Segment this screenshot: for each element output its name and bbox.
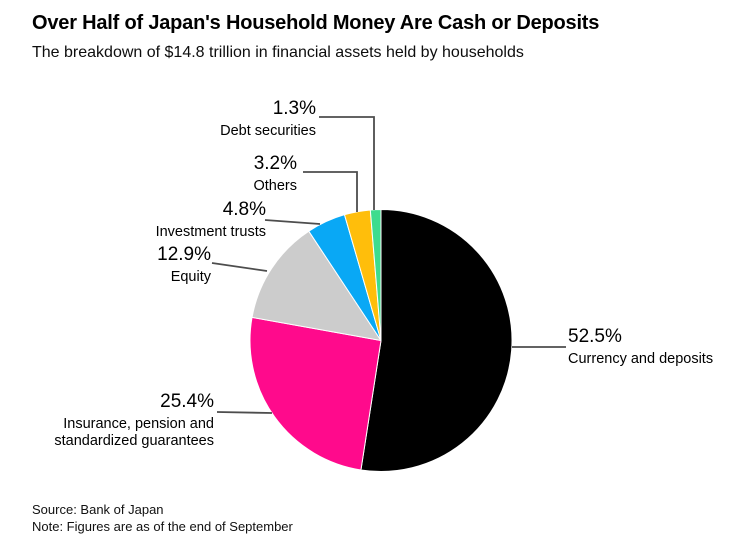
callout-label-insurance-pension-and-standardized-guarantees: 25.4% Insurance, pension and standardized…	[29, 391, 214, 450]
slice-label: Debt securities	[220, 123, 316, 139]
slice-label: Insurance, pension and standardized guar…	[54, 416, 214, 449]
slice-value: 52.5%	[568, 326, 622, 347]
source-note: Source: Bank of Japan	[32, 502, 164, 517]
chart-footer: Source: Bank of Japan Note: Figures are …	[32, 502, 293, 535]
chart-title: Over Half of Japan's Household Money Are…	[32, 12, 600, 34]
slice-label: Others	[253, 178, 297, 194]
pie-slice-currency-and-deposits	[360, 209, 513, 472]
pie-slice-equity	[251, 230, 382, 341]
slice-label: Currency and deposits	[568, 351, 714, 367]
leader-line-insurance-pension-and-standardized-guarantees	[216, 411, 273, 414]
leader-line-debt-securities	[319, 116, 375, 210]
pie-slice-debt-securities	[369, 209, 382, 341]
callout-label-investment-trusts: 4.8% Investment trusts	[156, 199, 266, 241]
slice-value: 12.9%	[157, 244, 211, 265]
chart-subtitle: The breakdown of $14.8 trillion in finan…	[32, 44, 524, 61]
slice-value: 4.8%	[222, 199, 266, 220]
leader-line-investment-trusts	[264, 219, 321, 225]
callout-label-currency-and-deposits: 52.5% Currency and deposits	[568, 326, 713, 368]
leader-line-equity	[211, 262, 268, 272]
slice-value: 3.2%	[253, 153, 297, 174]
slice-value: 1.3%	[272, 98, 316, 119]
callout-label-others: 3.2% Others	[253, 153, 297, 195]
slice-value: 25.4%	[160, 391, 214, 412]
figures-note: Note: Figures are as of the end of Septe…	[32, 518, 293, 534]
slice-label: Investment trusts	[155, 224, 266, 240]
callout-label-equity: 12.9% Equity	[157, 244, 211, 286]
callout-label-debt-securities: 1.3% Debt securities	[220, 98, 316, 140]
leader-line-others	[303, 171, 358, 212]
slice-label: Equity	[170, 269, 211, 285]
pie-slice-insurance-pension-and-standardized-guarantees	[249, 316, 382, 471]
